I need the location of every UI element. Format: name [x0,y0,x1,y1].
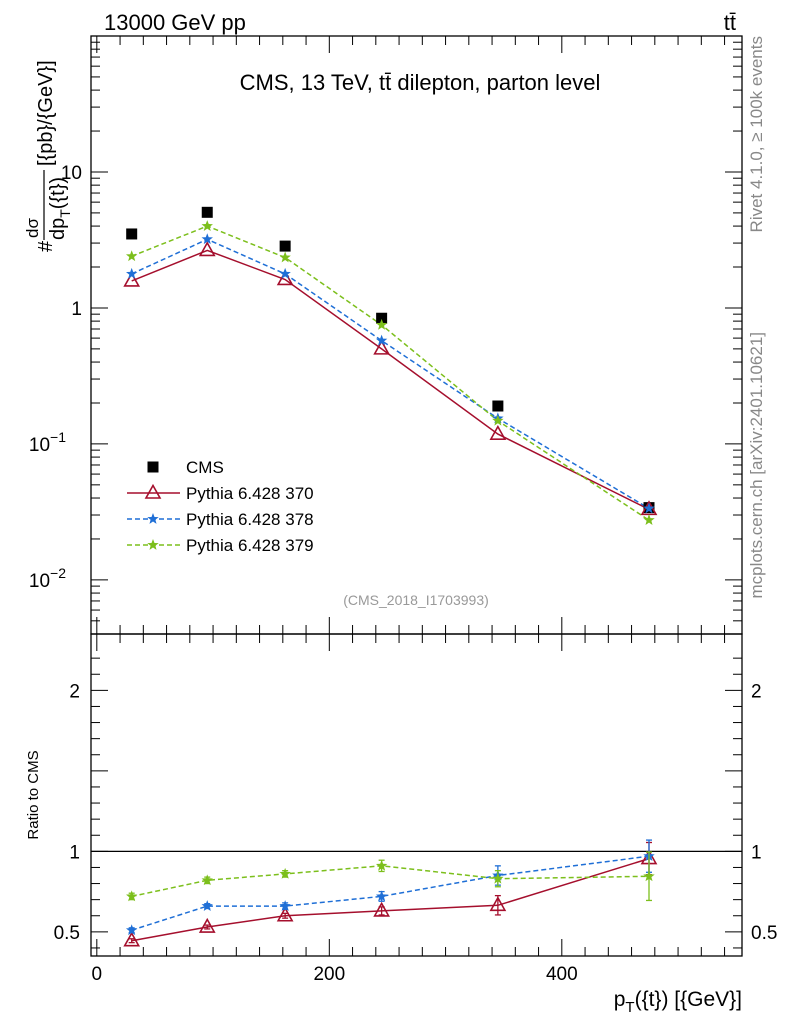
legend-label-p379: Pythia 6.428 379 [186,536,314,555]
main-axis-ticks: 10 1 10−1 10−2 [29,35,742,635]
ratio-axis-ticks: 0 200 400 2 2 1 1 0.5 0.5 [54,634,777,985]
ratio-point-p379 [125,890,138,902]
point-cms [126,228,138,240]
point-p370 [489,425,507,440]
point-cms [376,312,388,324]
y-axis-label-units: [{pb}/{GeV}] [35,60,57,166]
y-tick-label: 10−1 [29,429,66,456]
ratio-y-tick-label-right: 1 [751,842,762,863]
series-line-p370 [131,249,650,511]
ratio-y-label: Ratio to CMS [25,750,42,839]
y-tick-label: 10 [61,163,82,184]
ratio-point-p378 [279,900,291,911]
point-p370 [373,339,390,355]
ratio-point-p370 [123,931,141,947]
x-axis-label: pT({t}) [{GeV}] [614,988,742,1016]
ratio-y-tick-label-left: 1 [69,842,80,863]
point-p378 [643,502,655,514]
point-p378 [125,267,138,279]
main-data [123,206,658,526]
legend-marker-p370 [144,483,162,499]
y-tick-label: 1 [71,299,82,320]
legend-marker-p379 [147,539,159,550]
ratio-y-tick-label-left: 0.5 [54,923,80,944]
point-p370 [198,241,216,257]
series-line-p378 [131,238,650,510]
point-p379 [279,251,291,263]
ratio-point-p379 [375,859,388,871]
point-cms [201,206,213,218]
y-axis-label-numerator: dσ [23,218,42,238]
ratio-data [123,839,658,947]
ratio-panel: 0 200 400 2 2 1 1 0.5 0.5 Ratio to CMS pT({t}) [… [25,633,777,1016]
point-p379 [643,514,655,526]
point-p378 [279,267,291,279]
point-cms [279,240,291,252]
ratio-point-p379 [492,872,504,884]
ratio-point-p379 [279,867,291,879]
ratio-line-p379 [131,865,650,898]
ratio-point-p378 [375,890,388,902]
legend-label-p370: Pythia 6.428 370 [186,484,314,503]
point-p379 [125,250,138,262]
ratio-y-tick-label-right: 2 [751,681,762,702]
x-tick-label: 400 [546,964,578,985]
ratio-point-p370 [489,896,507,912]
ratio-point-p379 [201,874,213,886]
ratio-y-tick-label-right: 0.5 [751,923,777,944]
ratio-point-p378 [201,900,213,911]
point-p379 [492,414,504,426]
legend-marker-p378 [147,513,159,524]
point-p370 [123,271,141,287]
point-p378 [375,334,388,346]
ratio-y-tick-label-left: 2 [69,681,80,702]
ratio-line-p370 [131,857,650,942]
legend-label-cms: CMS [186,458,224,477]
y-axis-label-main: # dσ dpT({t}) [{pb}/{GeV}] [23,60,73,252]
x-tick-label: 0 [92,964,103,985]
chart-title: CMS, 13 TeV, tt̄ dilepton, parton level [240,70,601,95]
process-label: tt̄ [724,10,736,35]
y-axis-label-denominator: dpT({t}) [47,177,73,240]
legend-label-p378: Pythia 6.428 378 [186,510,314,529]
ratio-point-p378 [125,924,138,936]
rivet-label: Rivet 4.1.0, ≥ 100k events [747,36,766,232]
point-p379 [375,318,388,330]
energy-label: 13000 GeV pp [104,10,246,35]
y-tick-label: 10−2 [29,565,66,592]
x-tick-label: 200 [313,964,345,985]
legend-marker-cms [147,461,159,473]
ratio-point-p379 [643,870,655,882]
ratio-frame [90,633,743,957]
mcplots-label: mcplots.cern.ch [arXiv:2401.10621] [747,332,766,598]
point-p370 [276,270,294,286]
point-p379 [201,220,213,231]
ratio-line-p378 [131,855,650,931]
legend: CMS Pythia 6.428 370 Pythia 6.428 378 Pythi… [127,458,314,555]
point-cms [492,400,504,412]
main-panel: 10 1 10−1 10−2 CMS, 13 TeV, tt̄ dilepton, p… [23,35,743,635]
point-p378 [201,233,213,245]
series-line-p379 [131,225,650,521]
ratio-point-p370 [373,901,390,917]
analysis-id: (CMS_2018_I1703993) [343,592,489,608]
y-axis-label-text: # [35,240,57,252]
ratio-point-p370 [276,906,294,922]
ratio-point-p370 [198,917,216,933]
